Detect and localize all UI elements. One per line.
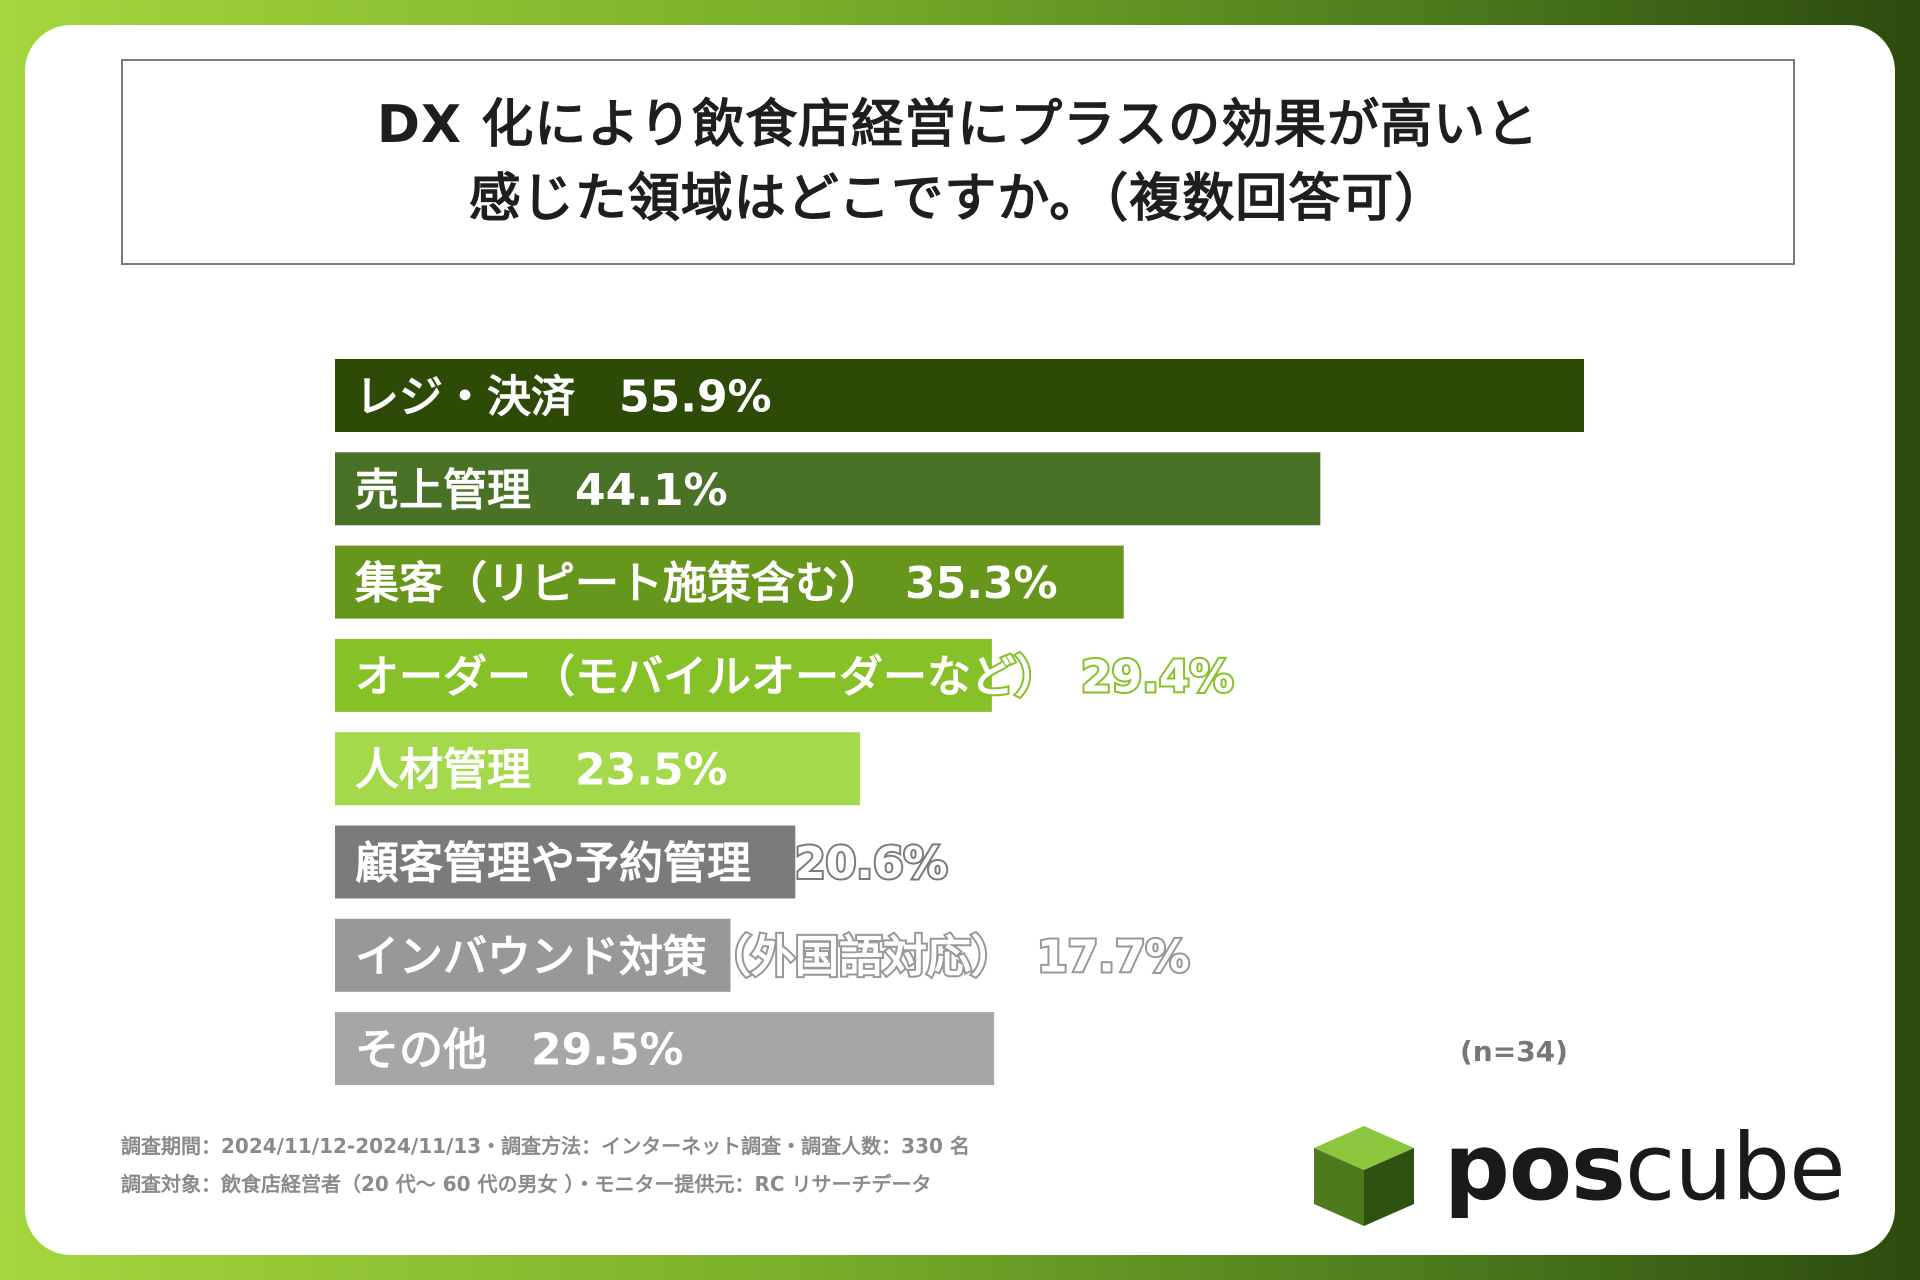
bar-1 bbox=[335, 359, 1584, 432]
logo-text-pos: pos bbox=[1444, 1114, 1626, 1221]
bar-7 bbox=[335, 918, 731, 992]
bar-5 bbox=[335, 732, 861, 806]
cube-icon bbox=[1314, 1126, 1414, 1226]
survey-target-note: 調査対象：飲食店経営者（20 代～ 60 代の男女 ）・モニター提供元：RC リ… bbox=[121, 1172, 932, 1196]
bar-label-4: オーダー（モバイルオーダーなど） 29.4% bbox=[355, 651, 1234, 702]
bar-label-3: 集客（リピート施策含む） 35.3% bbox=[354, 558, 1058, 609]
title-line-2: 感じた領域はどこですか。（複数回答可） bbox=[468, 169, 1448, 229]
title-box: DX 化により飲食店経営にプラスの効果が高いと 感じた領域はどこですか。（複数回… bbox=[121, 59, 1795, 265]
bar-4 bbox=[335, 638, 992, 712]
bar-label-7: インバウンド対策（外国語対応） 17.7% bbox=[355, 931, 1190, 982]
bar-6 bbox=[335, 825, 796, 899]
logo-wordmark: poscube bbox=[1444, 1118, 1846, 1218]
sample-size-note: (n=34) bbox=[1460, 1035, 1568, 1068]
bar-label-6: 顧客管理や予約管理 20.6% bbox=[355, 838, 948, 889]
bar-label-8: その他 29.5% bbox=[355, 1025, 684, 1076]
survey-period-note: 調査期間：2024/11/12-2024/11/13・調査方法：インターネット調… bbox=[121, 1134, 970, 1158]
logo-text-cube: cube bbox=[1624, 1114, 1846, 1221]
bar-label-5: 人材管理 23.5% bbox=[355, 745, 728, 796]
bar-8 bbox=[335, 1012, 995, 1086]
poscube-logo: poscube bbox=[1304, 1118, 1846, 1228]
title-line-1: DX 化により飲食店経営にプラスの効果が高いと bbox=[376, 95, 1540, 155]
bar-label-2: 売上管理 44.1% bbox=[355, 465, 728, 516]
bar-3 bbox=[335, 545, 1124, 619]
bar-2 bbox=[335, 452, 1321, 526]
bar-label-1: レジ・決済 55.9% bbox=[355, 372, 772, 423]
